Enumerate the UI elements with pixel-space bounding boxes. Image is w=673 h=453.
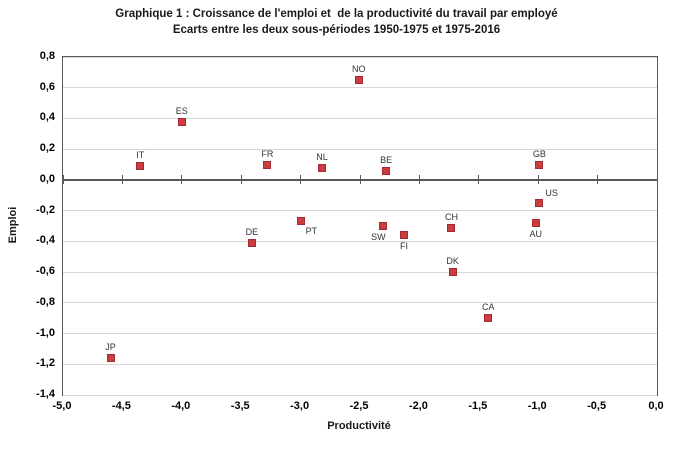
data-point-marker <box>263 160 272 169</box>
data-point-marker <box>354 76 363 85</box>
data-point-marker <box>484 314 493 323</box>
plot-area: JP IT ES DE FR PT NL NO BE SW FI CH DK CA GB US AU <box>62 56 658 396</box>
data-point-label: FR <box>261 148 274 159</box>
x-tick-mark <box>597 175 599 185</box>
x-tick-label: -5,0 <box>52 400 72 412</box>
data-point-label: DK <box>446 256 459 267</box>
x-tick-mark <box>359 175 361 185</box>
x-tick-mark <box>478 175 480 185</box>
x-tick-mark <box>418 175 420 185</box>
x-tick-mark <box>537 175 539 185</box>
x-tick-label: -2,0 <box>408 400 428 412</box>
x-tick-label: -2,5 <box>349 400 369 412</box>
y-tick-label: 0,8 <box>39 50 55 62</box>
x-tick-mark <box>121 175 123 185</box>
data-point-marker <box>535 198 544 207</box>
x-tick-label: -4,0 <box>171 400 191 412</box>
x-tick-label: -0,5 <box>587 400 607 412</box>
data-point-marker <box>382 166 391 175</box>
x-axis-title: Productivité <box>327 420 391 432</box>
data-point-marker <box>531 218 540 227</box>
y-gridline <box>63 117 657 119</box>
data-point-marker <box>535 160 544 169</box>
y-tick-label: -0,8 <box>36 295 55 308</box>
data-point-label: US <box>545 187 558 198</box>
y-tick-label: -1,4 <box>36 388 55 400</box>
data-point-label: CH <box>444 211 458 222</box>
y-gridline <box>63 363 657 365</box>
x-tick-label: -1,5 <box>468 400 488 412</box>
data-point-label: IT <box>136 150 145 161</box>
y-tick-label: 0,4 <box>39 111 55 124</box>
chart-title: Graphique 1 : Croissance de l'emploi et … <box>115 8 558 20</box>
title-block: Graphique 1 : Croissance de l'emploi et … <box>0 6 673 38</box>
data-point-marker <box>106 354 115 363</box>
y-tick-label: 0,2 <box>39 142 55 155</box>
x-tick-mark <box>181 175 183 185</box>
data-point-label: SW <box>371 232 386 242</box>
data-point-label: FI <box>399 241 408 252</box>
y-tick-label: -1,0 <box>36 326 55 339</box>
x-tick-label: -3,5 <box>230 400 250 412</box>
x-tick-label: -4,5 <box>111 400 131 412</box>
y-tick-label: 0,6 <box>39 80 55 93</box>
x-tick-mark <box>656 175 658 185</box>
x-tick-mark <box>240 175 242 185</box>
y-gridline <box>63 87 657 89</box>
y-gridline <box>63 302 657 304</box>
data-point-marker <box>399 231 408 240</box>
y-tick-label: -1,2 <box>36 357 55 370</box>
data-point-marker <box>317 163 326 172</box>
data-point-marker <box>296 217 305 226</box>
data-point-label: ES <box>175 105 188 116</box>
data-point-label: CA <box>482 302 495 313</box>
data-point-label: BE <box>380 154 393 165</box>
data-point-label: AU <box>529 228 543 239</box>
y-gridline <box>63 56 657 58</box>
data-point-label: NO <box>352 64 366 75</box>
data-point-label: DE <box>245 226 259 237</box>
y-gridline <box>63 394 657 396</box>
data-point-marker <box>448 268 457 277</box>
x-tick-label: 0,0 <box>648 400 664 412</box>
data-point-marker <box>378 222 387 230</box>
data-point-marker <box>136 162 145 171</box>
y-gridline <box>63 271 657 273</box>
data-point-label: JP <box>105 342 116 353</box>
data-point-marker <box>247 238 256 247</box>
y-gridline <box>63 333 657 335</box>
y-gridline <box>63 148 657 150</box>
x-tick-mark <box>62 175 64 185</box>
y-gridline <box>63 240 657 242</box>
data-point-label: NL <box>316 151 328 162</box>
x-tick-label: -3,0 <box>290 400 310 412</box>
y-tick-label: -0,6 <box>36 265 55 278</box>
chart-subtitle: Ecarts entre les deux sous-périodes 1950… <box>172 24 501 36</box>
y-tick-label: 0,0 <box>39 172 55 185</box>
y-tick-label: -0,2 <box>36 203 55 216</box>
x-tick-label: -1,0 <box>527 400 547 412</box>
y-tick-label: -0,4 <box>36 234 55 247</box>
data-point-marker <box>177 117 186 126</box>
x-tick-mark <box>300 175 302 185</box>
y-gridline <box>63 210 657 212</box>
data-point-marker <box>447 223 456 232</box>
data-point-label: PT <box>305 226 318 237</box>
data-point-label: GB <box>532 148 546 159</box>
